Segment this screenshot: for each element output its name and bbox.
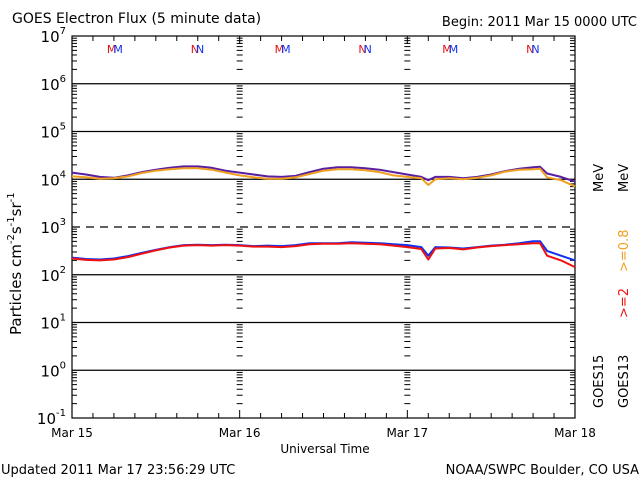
y-label-s: s xyxy=(7,226,25,234)
y-axis-label: Particles cm-2s-1sr-1 xyxy=(6,192,25,335)
y-tick-base: 10 xyxy=(41,28,60,46)
y-label-exp-s: -1 xyxy=(6,216,17,226)
marker-goes13: M xyxy=(107,43,117,56)
marker-goes15: M xyxy=(449,43,459,56)
y-tick-label: 103 xyxy=(41,217,66,237)
chart-title: GOES Electron Flux (5 minute data) xyxy=(12,11,261,27)
legend-energy-2mev: >=2 xyxy=(617,288,632,318)
x-tick-label: Mar 15 xyxy=(51,426,93,440)
marker-goes13: N xyxy=(358,43,366,56)
marker-goes13: N xyxy=(526,43,534,56)
marker-goes13: M xyxy=(275,43,285,56)
y-tick-base: 10 xyxy=(41,267,60,285)
y-tick-exp: 7 xyxy=(60,26,66,37)
legend-unit-2mev: MeV xyxy=(592,164,607,192)
y-tick-label: 106 xyxy=(41,74,66,94)
updated-timestamp: Updated 2011 Mar 17 23:56:29 UTC xyxy=(1,463,235,478)
marker-goes15: N xyxy=(364,43,372,56)
y-label-exp-sr: -1 xyxy=(6,192,17,202)
marker-goes13: M xyxy=(442,43,452,56)
marker-labels: MM NN MM NN MM NN xyxy=(107,43,540,56)
x-tick-label: Mar 17 xyxy=(386,426,428,440)
marker-label: MM xyxy=(107,43,123,56)
marker-goes15: M xyxy=(113,43,123,56)
x-axis-label: Universal Time xyxy=(280,442,369,456)
y-tick-exp: -1 xyxy=(56,408,66,419)
series-line xyxy=(71,167,576,188)
y-tick-exp: 1 xyxy=(60,313,66,324)
y-tick-base: 10 xyxy=(41,219,60,237)
marker-label: NN xyxy=(358,43,371,56)
y-label-exp-cm: -2 xyxy=(6,234,17,244)
y-tick-label: 104 xyxy=(41,169,66,189)
y-tick-base: 10 xyxy=(41,315,60,333)
y-tick-label: 10-1 xyxy=(37,408,66,428)
legend-unit-08mev: MeV xyxy=(617,164,632,192)
y-tick-exp: 6 xyxy=(60,74,66,85)
y-tick-exp: 5 xyxy=(60,122,66,133)
y-label-sr: sr xyxy=(7,202,25,217)
y-tick-exp: 3 xyxy=(60,217,66,228)
begin-label: Begin: 2011 Mar 15 0000 UTC xyxy=(442,15,637,30)
y-tick-label: 101 xyxy=(41,313,66,333)
y-tick-base: 10 xyxy=(41,171,60,189)
y-tick-label: 102 xyxy=(41,265,66,285)
axis-ticks xyxy=(72,36,575,418)
legend-goes15: GOES15 xyxy=(592,355,607,408)
marker-goes13: N xyxy=(191,43,199,56)
credit-label: NOAA/SWPC Boulder, CO USA xyxy=(446,463,639,478)
marker-goes15: N xyxy=(196,43,204,56)
y-tick-base: 10 xyxy=(41,124,60,142)
x-tick-labels: Mar 15 Mar 16 Mar 17 Mar 18 xyxy=(51,426,596,440)
y-tick-base: 10 xyxy=(41,76,60,94)
y-tick-base: 10 xyxy=(37,410,56,428)
y-tick-exp: 4 xyxy=(60,169,66,180)
marker-label: MM xyxy=(442,43,458,56)
y-tick-label: 107 xyxy=(41,26,66,46)
marker-goes15: M xyxy=(281,43,291,56)
x-tick-label: Mar 18 xyxy=(554,426,596,440)
marker-goes15: N xyxy=(531,43,539,56)
y-tick-label: 105 xyxy=(41,122,66,142)
x-tick-label: Mar 16 xyxy=(219,426,261,440)
legend-energy-08mev: >=0.8 xyxy=(617,230,632,272)
marker-label: MM xyxy=(275,43,291,56)
y-tick-base: 10 xyxy=(41,362,60,380)
legend-goes13: GOES13 xyxy=(617,355,632,408)
y-tick-label: 100 xyxy=(41,360,66,380)
y-tick-exp: 2 xyxy=(60,265,66,276)
y-tick-exp: 0 xyxy=(60,360,66,371)
series-line xyxy=(71,242,576,269)
marker-label: NN xyxy=(526,43,539,56)
gridlines xyxy=(72,83,575,371)
y-label-main: Particles cm xyxy=(7,244,25,335)
marker-label: NN xyxy=(191,43,204,56)
data-series xyxy=(71,165,576,269)
